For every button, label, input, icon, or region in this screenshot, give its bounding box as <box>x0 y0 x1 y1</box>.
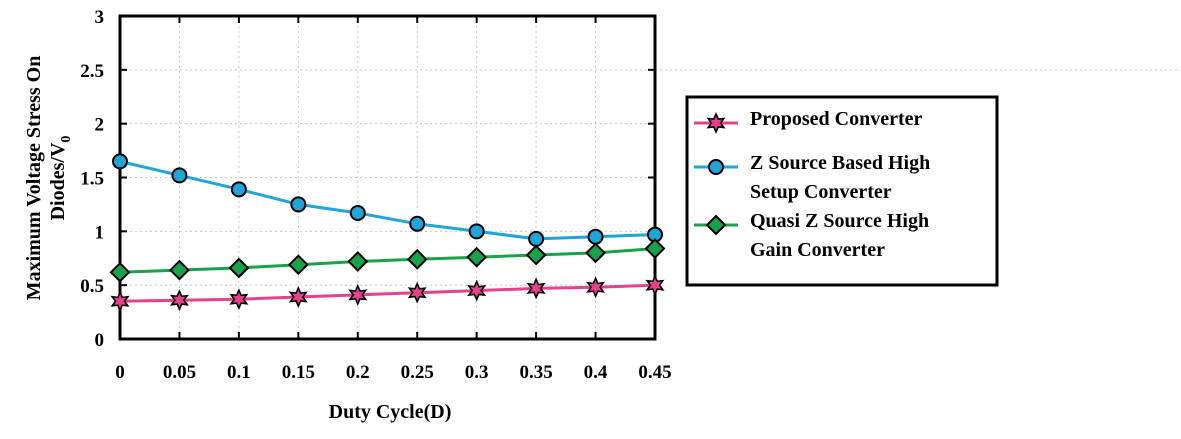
data-point <box>645 274 665 297</box>
data-point <box>228 257 250 279</box>
x-tick-label: 0.45 <box>638 362 671 383</box>
x-tick-label: 0.15 <box>282 362 315 383</box>
grid <box>120 16 1181 339</box>
axis-ticks: 0 0.5 1 1.5 2 2.5 3 0 0.05 0.1 0.15 0.2 0.25 0.3 0.35 0… <box>80 7 671 383</box>
data-point <box>585 242 606 264</box>
legend-label: Z Source Based High <box>750 152 930 174</box>
series-2 <box>112 153 663 247</box>
data-point <box>229 288 249 311</box>
x-tick-label: 0.25 <box>401 362 434 383</box>
data-point <box>287 254 309 276</box>
data-point <box>288 286 308 308</box>
series-3 <box>109 238 666 283</box>
data-point <box>468 223 485 240</box>
y-axis-title-main: Diodes/V <box>47 142 69 220</box>
legend-entry-3: Quasi Z Source High Gain Converter <box>694 210 929 261</box>
data-point <box>110 290 130 313</box>
x-tick-label: 0 <box>115 362 125 383</box>
y-axis-title: Maximum Voltage Stress On Diodes/V0 <box>23 56 74 301</box>
x-tick-label: 0.3 <box>465 362 489 383</box>
y-axis-title-subscript: 0 <box>59 136 74 143</box>
data-point <box>586 276 605 299</box>
series-layer <box>109 153 666 313</box>
legend-box <box>685 95 999 287</box>
legend-marker <box>706 112 726 134</box>
legend-marker <box>705 214 727 236</box>
data-point <box>112 153 128 170</box>
data-point <box>230 181 247 198</box>
data-point <box>169 259 190 281</box>
data-point <box>526 277 546 300</box>
legend-label: Setup Converter <box>750 181 892 203</box>
data-point <box>347 251 369 272</box>
series-1 <box>110 274 665 313</box>
data-point <box>525 244 547 266</box>
legend-marker <box>708 159 724 175</box>
series-line <box>119 283 656 303</box>
series-line <box>119 247 656 274</box>
legend-entry-1: Proposed Converter <box>694 108 922 134</box>
y-tick-label: 1 <box>95 222 105 243</box>
data-point <box>109 261 131 283</box>
data-point <box>466 246 488 268</box>
y-tick-label: 0 <box>95 330 105 351</box>
data-point <box>644 238 666 259</box>
y-tick-label: 2.5 <box>80 61 104 82</box>
x-tick-label: 0.1 <box>227 362 251 383</box>
data-point <box>587 228 604 245</box>
y-axis-title-line-1: Maximum Voltage Stress On <box>23 56 45 301</box>
data-point <box>467 279 487 302</box>
y-axis-title-line-2: Diodes/V0 <box>47 136 74 221</box>
y-tick-label: 0.5 <box>80 276 104 297</box>
x-tick-label: 0.2 <box>346 362 370 383</box>
x-tick-label: 0.4 <box>584 362 608 383</box>
data-point <box>406 248 428 270</box>
y-tick-label: 3 <box>95 7 105 28</box>
x-tick-label: 0.35 <box>519 362 552 383</box>
data-point <box>348 283 368 306</box>
data-point <box>407 281 427 304</box>
legend-entry-2: Z Source Based High Setup Converter <box>694 152 930 203</box>
legend-label: Gain Converter <box>750 239 885 261</box>
data-point <box>290 196 307 213</box>
data-point <box>409 215 426 232</box>
data-point <box>528 230 545 247</box>
data-point <box>171 167 188 184</box>
series-line <box>119 159 656 241</box>
x-axis-title: Duty Cycle(D) <box>329 401 452 423</box>
y-tick-label: 2 <box>95 115 105 136</box>
y-tick-label: 1.5 <box>80 169 104 190</box>
data-point <box>170 289 189 312</box>
legend-label: Proposed Converter <box>750 108 922 130</box>
legend: Proposed Converter Z Source Based High Set… <box>685 95 999 287</box>
legend-label: Quasi Z Source High <box>750 210 929 232</box>
data-point <box>349 205 366 222</box>
x-tick-label: 0.05 <box>163 362 196 383</box>
